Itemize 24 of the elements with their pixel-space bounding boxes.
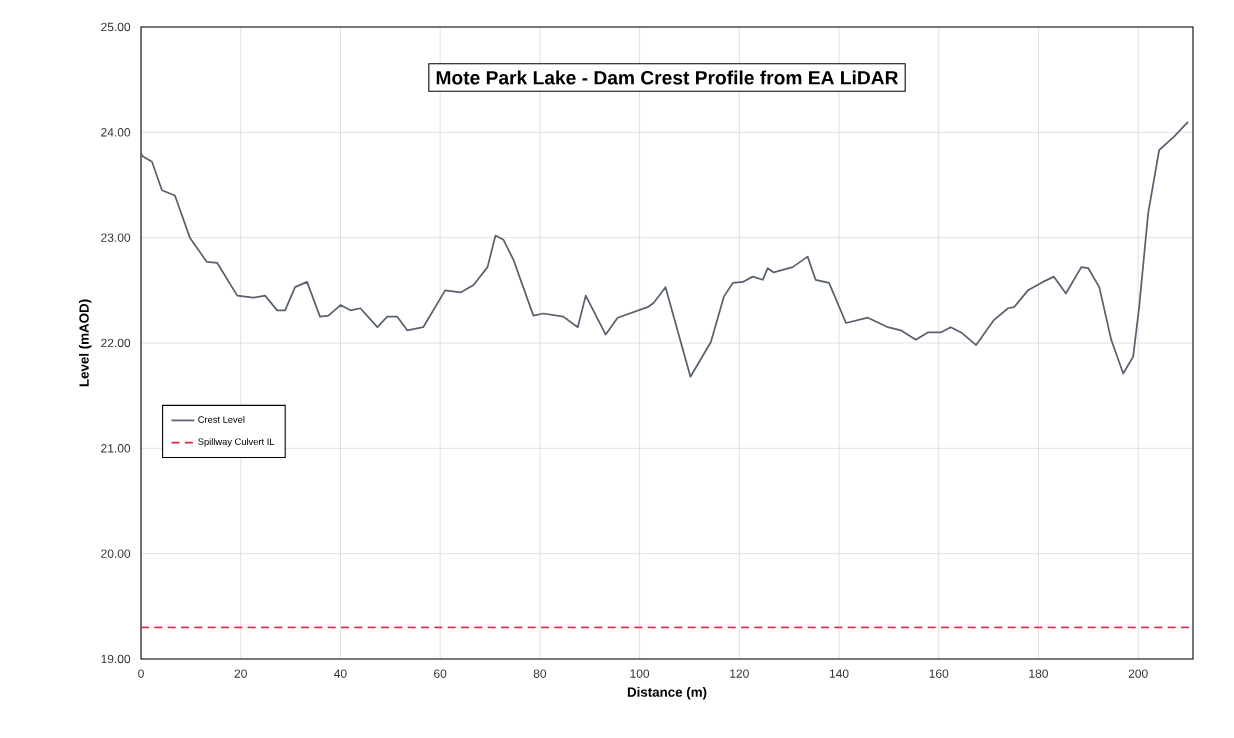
x-tick-label: 20: [234, 669, 247, 678]
x-tick-label: 180: [1029, 669, 1048, 678]
y-tick-label: 23.00: [101, 233, 131, 242]
y-tick-label: 24.00: [101, 128, 131, 137]
x-tick-label: 0: [138, 669, 144, 678]
x-tick-label: 120: [730, 669, 749, 678]
legend-label: Spillway Culvert IL: [198, 438, 275, 447]
x-tick-label: 40: [334, 669, 347, 678]
text: Mote Park Lake - Dam Crest Profile from EA LiDAR: [436, 70, 899, 85]
x-tick-label: 60: [434, 669, 447, 678]
line-series: [141, 120, 1189, 378]
y-tick-label: 20.00: [101, 549, 131, 558]
x-axis-title: Distance (m): [627, 687, 707, 700]
y-tick-label: 19.00: [101, 654, 131, 664]
y-tick-label: 22.00: [101, 338, 131, 348]
y-tick-label: 21.00: [101, 444, 131, 453]
y-axis-title: Level (mAOD): [79, 299, 92, 387]
x-tick-label: 200: [1128, 669, 1148, 678]
x-tick-label: 100: [630, 669, 650, 678]
x-tick-label: 80: [533, 669, 547, 678]
x-tick-label: 160: [929, 669, 949, 678]
x-tick-label: 140: [829, 669, 849, 678]
legend-label: Crest Level: [198, 416, 245, 423]
y-tick-label: 25.00: [101, 22, 131, 32]
